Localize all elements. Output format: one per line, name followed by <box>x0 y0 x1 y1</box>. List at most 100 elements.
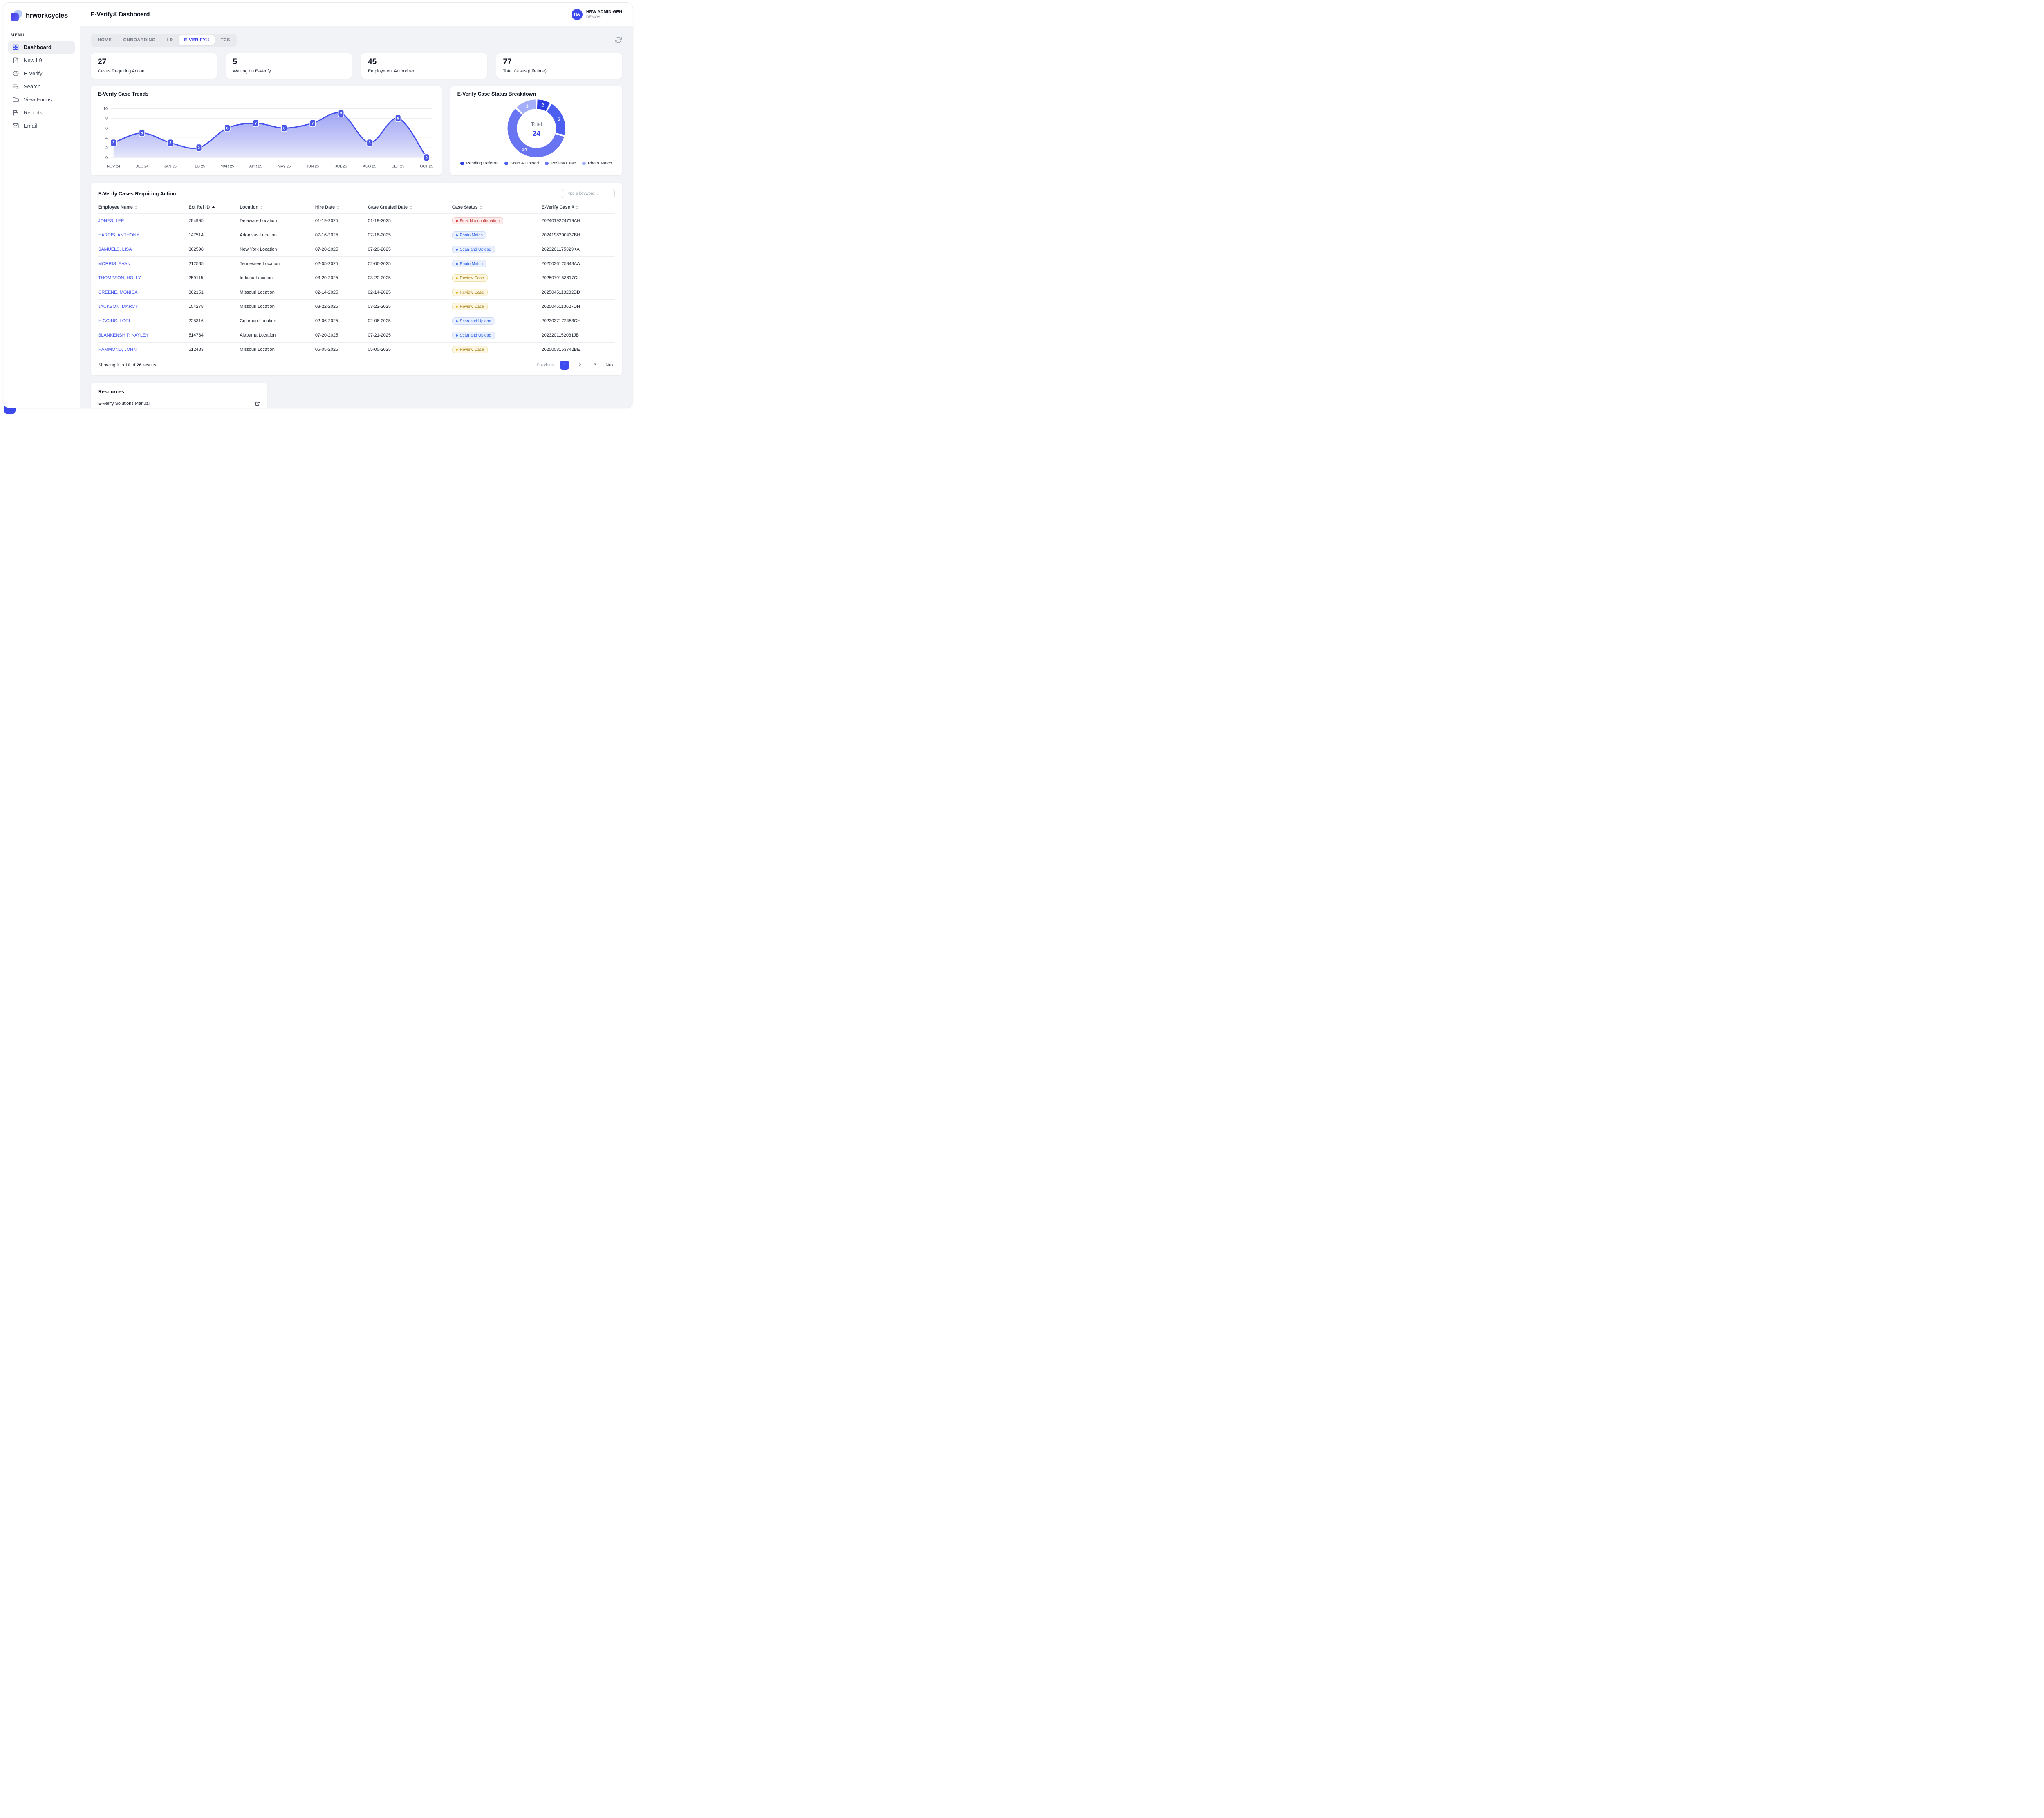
location-cell: Delaware Location <box>240 214 315 228</box>
hire-date-cell: 07-20-2025 <box>315 328 368 343</box>
status-badge: Scan and Upload <box>452 332 495 339</box>
location-cell: Missouri Location <box>240 343 315 357</box>
employee-name-link[interactable]: THOMPSON, HOLLY <box>98 276 141 281</box>
column-header-case-status[interactable]: Case Status <box>452 205 482 210</box>
charts-row: E-Verify Case Trends 1086420NOV 24DEC 24… <box>91 86 622 175</box>
svg-text:APR 25: APR 25 <box>249 164 262 168</box>
employee-name-link[interactable]: MORRIS, EVAN <box>98 261 130 266</box>
table-row: GREENE, MONICA362151Missouri Location02-… <box>98 285 615 300</box>
stat-card-cases-requiring-action: 27Cases Requiring Action <box>91 53 217 79</box>
sidebar-item-new-i-9[interactable]: New I-9 <box>8 54 75 67</box>
case-trends-chart: 1086420NOV 24DEC 24JAN 25FEB 25MAR 25APR… <box>98 100 435 172</box>
stat-label: Waiting on E-Verify <box>233 69 345 74</box>
legend-item-review-case: Review Case <box>545 161 576 166</box>
sidebar-item-e-verify[interactable]: E-Verify <box>8 67 75 80</box>
tab-onboarding[interactable]: ONBOARDING <box>118 35 161 45</box>
column-header-hire-date[interactable]: Hire Date <box>315 205 339 210</box>
pagination-page-3[interactable]: 3 <box>590 361 599 370</box>
everify-case-number-cell: 2025045113627DH <box>541 300 615 314</box>
employee-name-link[interactable]: BLANKENSHIP, KAYLEY <box>98 333 149 338</box>
sidebar-item-email[interactable]: Email <box>8 119 75 132</box>
tab-tcs[interactable]: TCS <box>215 35 235 45</box>
case-created-date-cell: 07-16-2025 <box>368 228 452 242</box>
employee-name-link[interactable]: GREENE, MONICA <box>98 290 138 295</box>
status-badge: Scan and Upload <box>452 317 495 325</box>
employee-name-link[interactable]: JACKSON, MARCY <box>98 304 138 309</box>
tab-bar: HOMEONBOARDINGI-9E-VERIFY®TCS <box>91 34 237 47</box>
svg-text:OCT 25: OCT 25 <box>420 164 433 168</box>
legend-label: Scan & Upload <box>510 161 539 166</box>
resources-card: Resources E-Verify Solutions ManualE-Ver… <box>91 383 267 408</box>
legend-label: Review Case <box>551 161 576 166</box>
case-created-date-cell: 03-20-2025 <box>368 271 452 285</box>
status-badge: Review Case <box>452 289 488 296</box>
table-row: HIGGINS, LORI225316Colorado Location02-0… <box>98 314 615 328</box>
ext-ref-id-cell: 212585 <box>188 257 240 271</box>
column-header-case-created-date[interactable]: Case Created Date <box>368 205 412 210</box>
svg-text:7: 7 <box>255 121 257 126</box>
pagination: Previous 123 Next <box>537 361 615 370</box>
hire-date-cell: 02-06-2025 <box>315 314 368 328</box>
svg-text:8: 8 <box>105 117 108 121</box>
column-label: Case Status <box>452 205 478 210</box>
resource-link-e-verify-solutions-manual[interactable]: E-Verify Solutions Manual <box>98 398 260 408</box>
stat-value: 27 <box>98 58 210 67</box>
hire-date-cell: 07-20-2025 <box>315 242 368 257</box>
everify-case-number-cell: 2024019224719AH <box>541 214 615 228</box>
everify-case-number-cell: 2024198200437BH <box>541 228 615 242</box>
legend-label: Pending Referral <box>466 161 498 166</box>
pagination-next[interactable]: Next <box>605 363 615 368</box>
svg-text:MAR 25: MAR 25 <box>220 164 234 168</box>
legend-dot <box>545 162 549 165</box>
svg-text:0: 0 <box>426 155 428 159</box>
table-title: E-Verify Cases Requiring Action <box>98 191 176 197</box>
column-header-e-verify-case[interactable]: E-Verify Case # <box>541 205 578 210</box>
sidebar-item-view-forms[interactable]: View Forms <box>8 93 75 106</box>
tab-i-9[interactable]: I-9 <box>162 35 178 45</box>
svg-text:4: 4 <box>105 136 108 140</box>
refresh-icon[interactable] <box>615 36 622 44</box>
resources-title: Resources <box>98 389 260 395</box>
sidebar-item-reports[interactable]: Reports <box>8 106 75 119</box>
ext-ref-id-cell: 259115 <box>188 271 240 285</box>
ext-ref-id-cell: 784995 <box>188 214 240 228</box>
everify-case-number-cell: 2025045113232DD <box>541 285 615 300</box>
stat-label: Total Cases (Lifetime) <box>503 69 616 74</box>
column-label: E-Verify Case # <box>541 205 574 210</box>
column-header-employee-name[interactable]: Employee Name <box>98 205 137 210</box>
search-icon <box>12 83 19 90</box>
table-row: JACKSON, MARCY154278Missouri Location03-… <box>98 300 615 314</box>
employee-name-link[interactable]: HAMMOND, JOHN <box>98 347 137 352</box>
ext-ref-id-cell: 362151 <box>188 285 240 300</box>
svg-text:2: 2 <box>105 146 108 150</box>
tabs-row: HOMEONBOARDINGI-9E-VERIFY®TCS <box>91 34 622 47</box>
user-menu[interactable]: HA HRW ADMIN-GEN DEMOALL <box>572 9 622 20</box>
pagination-page-2[interactable]: 2 <box>575 361 584 370</box>
employee-name-link[interactable]: HIGGINS, LORI <box>98 319 130 323</box>
location-cell: Colorado Location <box>240 314 315 328</box>
svg-text:JAN 25: JAN 25 <box>164 164 177 168</box>
svg-text:9: 9 <box>340 112 342 116</box>
case-created-date-cell: 02-06-2025 <box>368 257 452 271</box>
sort-icon <box>260 206 263 209</box>
column-header-ext-ref-id[interactable]: Ext Ref ID <box>188 205 215 210</box>
status-breakdown-card: E-Verify Case Status Breakdown 25143Tota… <box>450 86 622 175</box>
location-cell: Tennessee Location <box>240 257 315 271</box>
svg-text:FEB 25: FEB 25 <box>193 164 205 168</box>
column-header-location[interactable]: Location <box>240 205 263 210</box>
employee-name-link[interactable]: JONES, LEE <box>98 218 124 223</box>
svg-text:NOV 24: NOV 24 <box>107 164 120 168</box>
employee-name-link[interactable]: HARRIS, ANTHONY <box>98 233 139 238</box>
tab-e-verify[interactable]: E-VERIFY® <box>179 35 215 45</box>
sidebar-item-search[interactable]: Search <box>8 80 75 93</box>
column-label: Case Created Date <box>368 205 408 210</box>
everify-case-number-cell: 2023037172453CH <box>541 314 615 328</box>
pagination-previous[interactable]: Previous <box>537 363 554 368</box>
tab-home[interactable]: HOME <box>92 35 117 45</box>
new-i9-icon <box>12 57 19 64</box>
employee-name-link[interactable]: SAMUELS, LISA <box>98 247 132 252</box>
location-cell: Arkansas Location <box>240 228 315 242</box>
pagination-page-1[interactable]: 1 <box>560 361 569 370</box>
sidebar-item-dashboard[interactable]: Dashboard <box>8 41 75 54</box>
table-search-input[interactable] <box>562 189 615 198</box>
